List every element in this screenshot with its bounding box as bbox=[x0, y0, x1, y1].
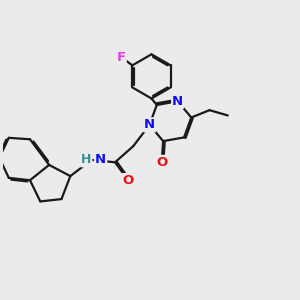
Text: N: N bbox=[144, 118, 155, 131]
Text: N: N bbox=[172, 95, 183, 108]
Text: H: H bbox=[81, 153, 92, 167]
Text: O: O bbox=[156, 156, 167, 169]
Text: O: O bbox=[123, 174, 134, 187]
Text: F: F bbox=[117, 51, 126, 64]
Text: N: N bbox=[95, 153, 106, 167]
